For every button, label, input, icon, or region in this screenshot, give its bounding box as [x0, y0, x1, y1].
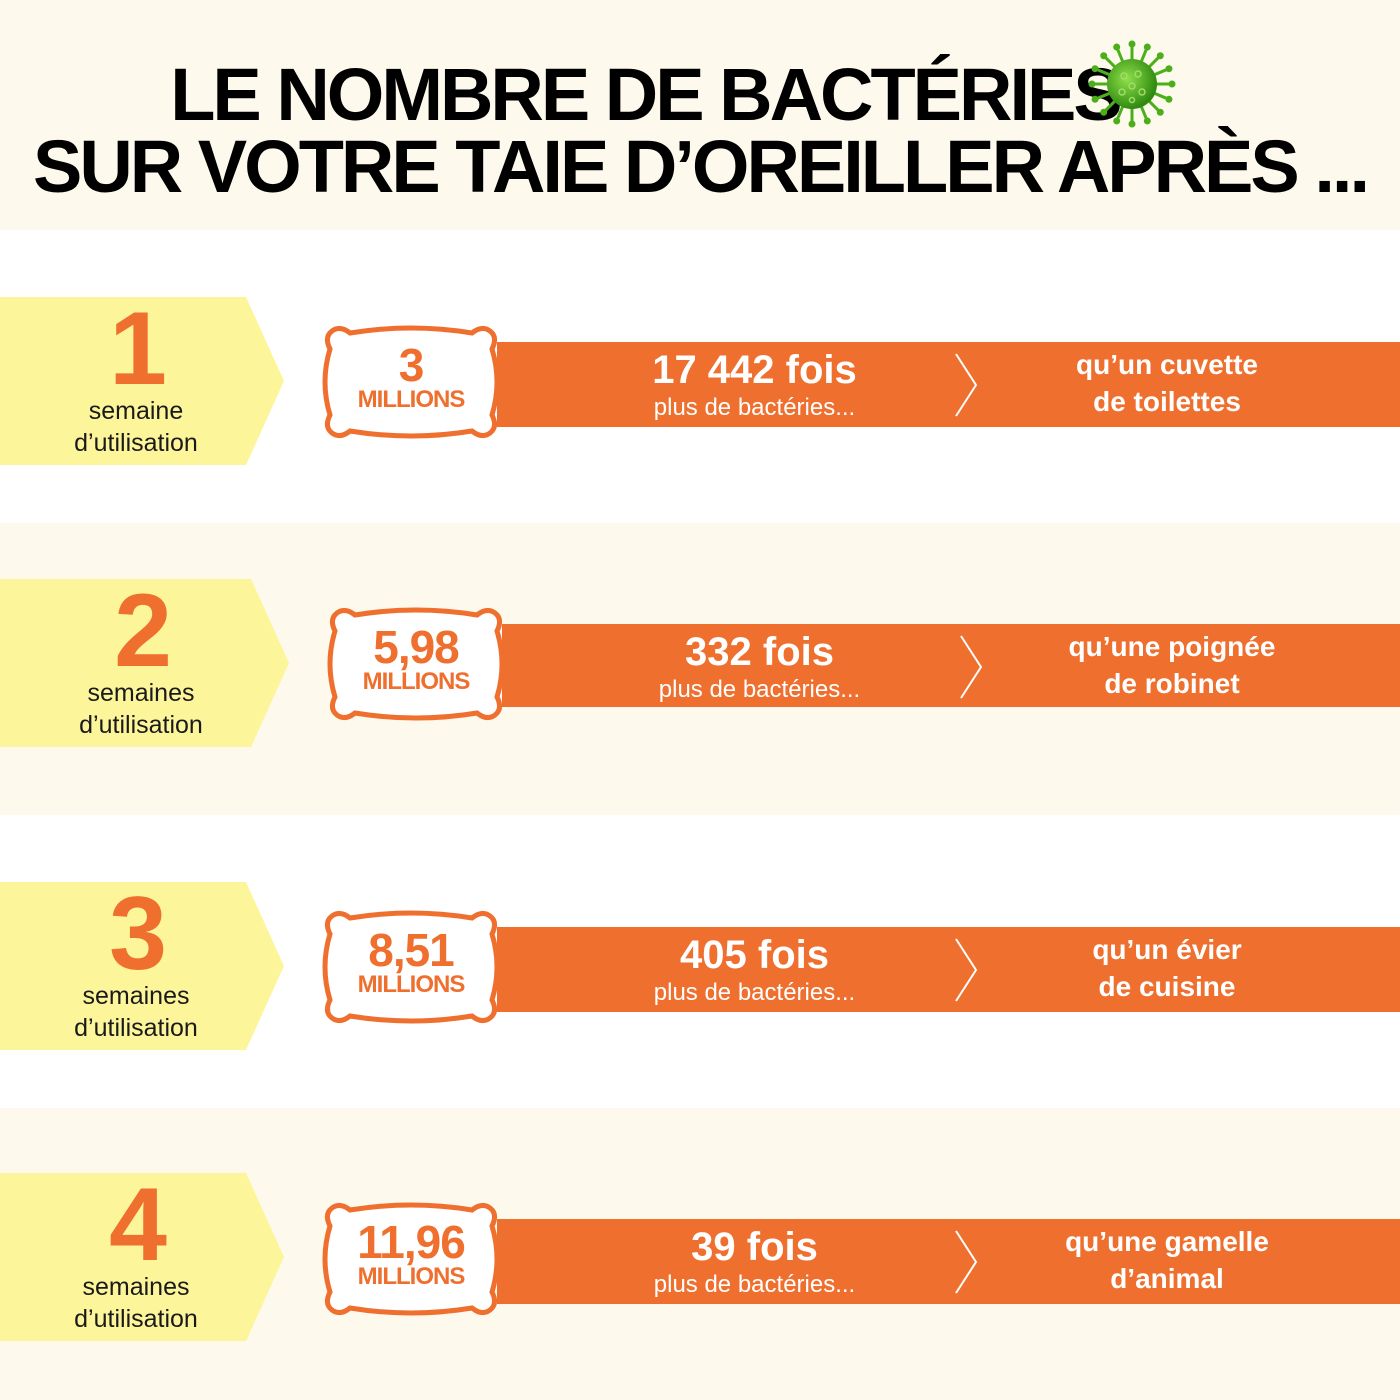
row-week-4: 4 semaines d’utilisation 39 fois plus de …	[0, 1108, 1400, 1400]
comparison-bar: 405 fois plus de bactéries... qu’un évie…	[497, 927, 1400, 1012]
header: LE NOMBRE DE BACTÉRIES SUR VOTRE TAIE D’…	[0, 0, 1400, 230]
times-value: 405 fois	[680, 933, 829, 977]
bacteria-unit: MILLIONS	[362, 668, 471, 695]
pillow-icon: 11,96 MILLIONS	[320, 1200, 502, 1318]
week-chevron: 2 semaines d’utilisation	[0, 573, 295, 747]
bacteria-unit: MILLIONS	[357, 386, 466, 413]
comparison-object: qu’une poignée de robinet	[1068, 631, 1276, 699]
title-line-1: LE NOMBRE DE BACTÉRIES	[170, 53, 1123, 136]
week-chevron: 3 semaines d’utilisation	[0, 882, 290, 1050]
week-chevron: 4 semaines d’utilisation	[0, 1173, 290, 1341]
bacteria-count: 5,98	[373, 621, 460, 673]
bacteria-unit: MILLIONS	[357, 971, 466, 998]
comparison-bar: 17 442 fois plus de bactéries... qu’un c…	[497, 342, 1400, 427]
pillow-icon: 5,98 MILLIONS	[325, 605, 507, 723]
week-number: 3	[109, 876, 167, 992]
pillow-icon: 3 MILLIONS	[320, 323, 502, 441]
more-bacteria-label: plus de bactéries...	[653, 1271, 856, 1298]
week-chevron: 1 semaine d’utilisation	[0, 297, 290, 465]
chevron-right-icon	[955, 938, 978, 1002]
week-label: semaines d’utilisation	[74, 982, 198, 1042]
week-number: 4	[109, 1167, 167, 1283]
row-week-3: 3 semaines d’utilisation 405 fois plus de…	[0, 815, 1400, 1107]
title-line-2: SUR VOTRE TAIE D’OREILLER APRÈS ...	[32, 125, 1370, 208]
comparison-bar: 39 fois plus de bactéries... qu’une game…	[497, 1219, 1400, 1304]
more-bacteria-label: plus de bactéries...	[653, 394, 856, 421]
virus-icon	[1088, 40, 1176, 128]
more-bacteria-label: plus de bactéries...	[653, 979, 856, 1006]
times-value: 332 fois	[685, 630, 834, 674]
times-value: 39 fois	[691, 1225, 818, 1269]
chevron-right-icon	[955, 353, 978, 417]
week-label: semaine d’utilisation	[74, 397, 198, 457]
row-week-1: 1 semaine d’utilisation 17 442 fois plus …	[0, 230, 1400, 522]
week-number: 1	[109, 291, 167, 407]
row-week-2: 2 semaines d’utilisation 332 fois plus de…	[0, 523, 1400, 815]
comparison-object: qu’un évier de cuisine	[1092, 934, 1242, 1002]
comparison-object: qu’un cuvette de toilettes	[1075, 349, 1258, 417]
pillow-icon: 8,51 MILLIONS	[320, 908, 502, 1026]
comparison-bar: 332 fois plus de bactéries... qu’une poi…	[502, 624, 1400, 707]
week-label: semaines d’utilisation	[79, 679, 203, 739]
week-number: 2	[114, 573, 172, 689]
more-bacteria-label: plus de bactéries...	[658, 676, 861, 703]
bacteria-count: 8,51	[368, 924, 455, 976]
chevron-right-icon	[960, 635, 983, 699]
comparison-object: qu’une gamelle d’animal	[1065, 1226, 1269, 1294]
times-value: 17 442 fois	[652, 348, 857, 392]
chevron-right-icon	[955, 1230, 978, 1294]
week-label: semaines d’utilisation	[74, 1273, 198, 1333]
bacteria-count: 11,96	[357, 1216, 466, 1268]
bacteria-unit: MILLIONS	[357, 1263, 466, 1290]
bacteria-count: 3	[398, 339, 425, 391]
